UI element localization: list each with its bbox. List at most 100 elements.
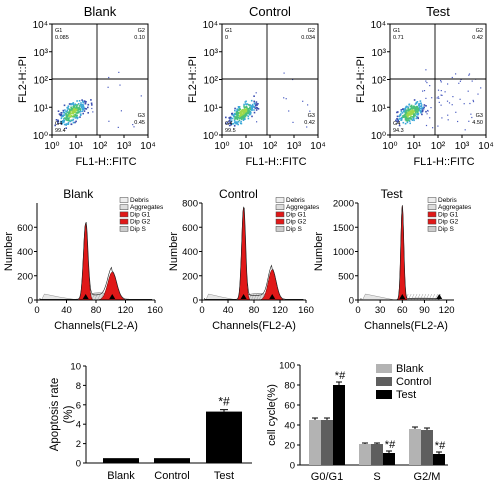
flow-dot [69,111,72,113]
flow-dot [63,117,66,119]
flow-dot [249,104,252,106]
flow-dot [409,122,411,125]
flow-dot [87,106,89,109]
flow-dot [468,74,470,76]
flow-dot [119,84,121,86]
flow-xtick-label: 10³ [117,141,132,152]
flow-dot [235,112,238,114]
flow-dot [417,104,420,107]
flow-dot [240,116,243,118]
cellcycle-ytick-label: 80 [284,381,295,392]
flow-xtick-label: 10¹ [69,141,84,152]
flow-dot [402,121,405,124]
flow-dot [415,108,418,111]
flow-xtick-label: 10⁴ [310,141,325,152]
flow-dot [83,110,86,112]
cycle-ytick-label: 600 [182,223,198,234]
flow-dot [427,109,429,112]
flow-dot [455,111,457,113]
flow-dot [468,73,471,75]
flow-dot [244,103,247,105]
flow-dot [79,116,81,118]
cycle-plot-title: Control [219,187,258,201]
quad-value-g3: 4.50 [472,120,483,126]
flow-dot [247,117,250,120]
flow-dot [256,104,258,106]
flow-dot [418,108,420,111]
flow-dot [416,107,418,109]
flow-dot [409,105,412,108]
flow-dot [405,112,407,114]
flow-dot [244,113,246,116]
flow-dot [400,119,402,121]
peak-marker [399,294,406,299]
cycle-plot-control: Control 0 200 400 600 800 0 40 80 120 160 Number Cha… [168,187,320,332]
flow-dot [418,106,420,109]
quad-label-g3: G3 [308,113,315,119]
flow-dot [76,100,78,102]
flow-xtick-label: 10¹ [239,141,254,152]
flow-dot [63,111,65,114]
flow-dot [463,103,465,105]
cycle-plot-title: Blank [63,187,94,201]
flow-dot [247,115,249,118]
flow-dot [410,104,413,107]
cycle-legend-label: Dip G1 [130,211,151,218]
cycle-ytick-label: 400 [17,247,33,258]
flow-dot [398,115,401,118]
flow-dot [238,109,240,111]
quad-value-g3: 0.45 [134,120,145,126]
cycle-ytick-label: 1500 [333,223,354,234]
cellcycle-ytick-label: 20 [284,441,295,452]
cycle-xlabel: Channels(FL2-A) [212,320,296,332]
apoptosis-bar-test [206,411,242,463]
flow-dot [245,106,248,108]
flow-dot [74,107,77,109]
apoptosis-ytick-label: 10 [70,362,81,373]
cycle-legend-label: Dip G1 [438,211,459,218]
flow-dot [302,100,304,102]
flow-dot [406,119,408,122]
flow-dot [228,120,231,122]
flow-dot [73,108,75,110]
flow-dot [68,103,71,105]
quad-value-g2: 0.42 [472,35,483,41]
flow-dot [234,115,236,118]
flow-dot [401,112,404,114]
cycle-legend-label: Aggregates [130,204,164,211]
flow-dot [406,118,408,121]
cycle-plot-title: Test [381,187,404,201]
flow-ytick-label: 10¹ [34,103,49,114]
cycle-ytick-label: 500 [338,271,354,282]
flow-xtick-label: 10⁴ [478,141,493,152]
cycle-legend-swatch [427,204,437,210]
flow-dot [70,112,73,115]
debris-area [362,293,395,301]
flow-dot [419,109,421,112]
flow-dot [452,96,454,98]
dip-s-hatch [419,293,424,301]
flow-dot [251,115,253,118]
apoptosis-category-label: Test [214,470,234,482]
dip-s-hatch [431,293,436,301]
cycle-legend-swatch [427,226,437,232]
flow-dot [70,106,73,109]
flow-dot [240,114,243,117]
quad-value-g4: 94.3 [393,128,404,134]
cycle-legend-label: Aggregates [286,204,320,211]
cycle-xtick-label: 80 [91,305,102,316]
flow-dot [251,105,253,107]
flow-dot [62,109,65,112]
flow-dot [244,109,246,112]
flow-dot [226,122,229,124]
flow-dot [414,103,417,105]
flow-dot [225,116,227,119]
flow-dot [242,109,245,111]
flow-dot [81,104,84,106]
flow-dot [406,121,409,124]
flow-dot [242,118,244,120]
flow-dot [405,110,407,113]
flow-dot [426,113,428,115]
flow-dot [65,119,67,121]
flow-ytick-label: 10⁴ [371,20,386,31]
